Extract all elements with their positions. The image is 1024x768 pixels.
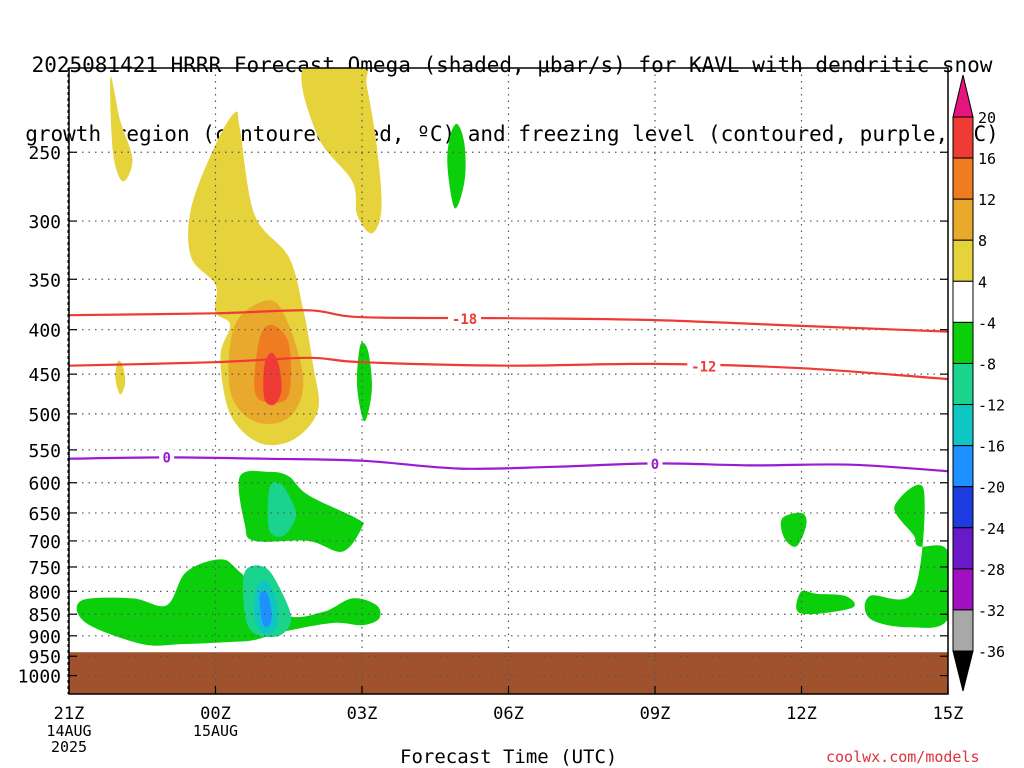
colorbar-swatch-4 (952, 280, 974, 323)
colorbar-swatch-7 (952, 404, 974, 447)
chart-title-line-1: 2025081421 HRRR Forecast Omega (shaded, … (31, 53, 993, 77)
y-tick-label-900: 900 (28, 627, 61, 648)
y-tick-label-350: 350 (28, 270, 61, 291)
colorbar-swatch-1 (952, 157, 974, 200)
omega-region-16 (796, 590, 855, 615)
contour-label-bg-2 (159, 449, 175, 466)
y-tick-label-1000: 1000 (18, 667, 61, 688)
y-tick-label-300: 300 (28, 212, 61, 233)
colorbar-label-0: 20 (978, 109, 996, 127)
colorbar-label-12: -32 (978, 602, 1005, 620)
omega-shading-layer (76, 68, 948, 646)
colorbar-label-13: -36 (978, 643, 1005, 661)
contour-label-0: -18 (452, 312, 477, 328)
y-tick-label-600: 600 (28, 474, 61, 495)
y-tick-label-400: 400 (28, 321, 61, 342)
credit-link[interactable]: coolwx.com/models (826, 748, 980, 766)
colorbar-swatch-3 (952, 239, 974, 282)
colorbar-label-8: -16 (978, 438, 1005, 456)
omega-region-15 (780, 512, 807, 547)
contour-label-bg-1 (687, 358, 721, 375)
y-tick-label-450: 450 (28, 365, 61, 386)
omega-region-7 (447, 123, 466, 209)
x-tick-sublabel-00Z: 15AUG (193, 722, 238, 740)
x-tick-label-12Z: 12Z (786, 704, 817, 724)
x-tick-label-21Z: 21Z (54, 704, 85, 724)
omega-region-10 (238, 470, 364, 552)
y-tick-label-250: 250 (28, 143, 61, 164)
contour-label-3: 0 (651, 457, 659, 473)
colorbar-label-10: -24 (978, 520, 1005, 538)
colorbar-swatch-11 (952, 568, 974, 611)
colorbar-label-2: 12 (978, 191, 996, 209)
colorbar-bottom-arrow (952, 650, 974, 692)
colorbar-label-5: -4 (978, 314, 996, 332)
y-tick-label-500: 500 (28, 405, 61, 426)
y-tick-label-850: 850 (28, 605, 61, 626)
colorbar-label-3: 8 (978, 232, 987, 250)
colorbar-swatch-5 (952, 321, 974, 364)
x-tick-label-15Z: 15Z (933, 704, 964, 724)
colorbar-swatch-9 (952, 486, 974, 529)
colorbar-swatch-6 (952, 362, 974, 406)
colorbar-label-4: 4 (978, 273, 987, 291)
y-tick-label-650: 650 (28, 504, 61, 525)
omega-region-4 (263, 352, 282, 406)
x-axis-label: Forecast Time (UTC) (400, 746, 618, 768)
colorbar-label-1: 16 (978, 150, 996, 168)
x-tick-year-21Z: 2025 (51, 738, 87, 756)
y-tick-label-950: 950 (28, 647, 61, 668)
omega-region-6 (115, 360, 126, 395)
colorbar-label-7: -12 (978, 397, 1005, 415)
colorbar-label-9: -20 (978, 479, 1005, 497)
omega-region-5 (301, 68, 382, 234)
x-tick-label-06Z: 06Z (493, 704, 524, 724)
colorbar-swatch-12 (952, 609, 974, 652)
colorbar-swatch-0 (952, 116, 974, 159)
omega-region-14 (259, 591, 272, 628)
colorbar: 20 16 12 8 4 -4 -8 -12 -16 -20 -24 -28 -32 -36 (952, 74, 1005, 692)
colorbar-swatch-2 (952, 198, 974, 241)
omega-region-8 (356, 342, 372, 422)
y-tick-label-750: 750 (28, 558, 61, 579)
contour-label-bg-0 (448, 311, 482, 328)
y-tick-label-550: 550 (28, 441, 61, 462)
y-tick-label-800: 800 (28, 582, 61, 603)
omega-region-17 (864, 484, 948, 628)
x-tick-label-09Z: 09Z (640, 704, 671, 724)
contour-label-1: -12 (691, 360, 716, 376)
y-tick-label-700: 700 (28, 532, 61, 553)
omega-region-0 (110, 76, 133, 182)
colorbar-swatch-10 (952, 527, 974, 570)
contour-label-2: 0 (162, 450, 170, 466)
contour-line-1 (69, 356, 948, 381)
omega-region-9 (76, 559, 381, 646)
axes-layer: 2503003504004505005506006507007508008509… (18, 67, 964, 756)
colorbar-label-6: -8 (978, 355, 996, 373)
grid-layer (69, 68, 948, 694)
colorbar-top-arrow (952, 74, 974, 118)
x-tick-sublabel-21Z: 14AUG (46, 722, 91, 740)
contour-label-bg-3 (647, 456, 663, 473)
x-tick-label-00Z: 00Z (200, 704, 231, 724)
contour-line-2 (69, 456, 948, 473)
contour-label-4: 2 (265, 357, 273, 373)
contour-layer: -18 -12 0 0 2 (69, 309, 948, 473)
colorbar-label-11: -28 (978, 561, 1005, 579)
omega-region-12 (267, 482, 297, 537)
colorbar-swatch-8 (952, 445, 974, 488)
x-tick-label-03Z: 03Z (347, 704, 378, 724)
